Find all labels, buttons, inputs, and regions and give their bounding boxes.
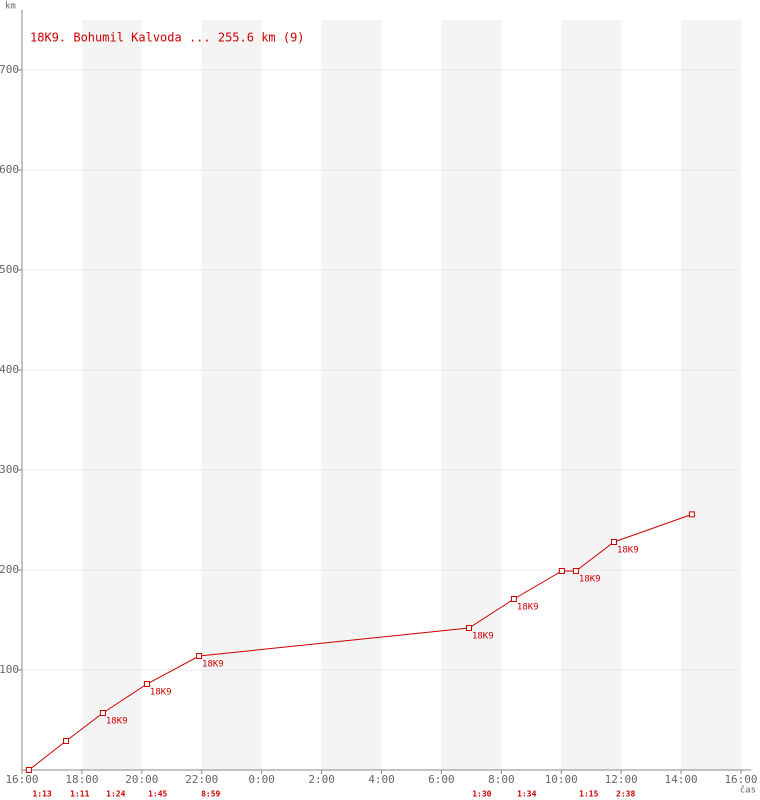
segment-time: 2:38 — [616, 790, 635, 799]
x-tick-label: 8:00 — [488, 773, 515, 786]
segment-time: 1:45 — [148, 790, 167, 799]
x-tick-label: 18:00 — [65, 773, 98, 786]
segment-time: 1:11 — [70, 790, 89, 799]
x-tick-label: 0:00 — [248, 773, 275, 786]
point — [99, 710, 106, 716]
point-label: 18K9 — [517, 603, 539, 613]
x-tick-label: 10:00 — [545, 773, 578, 786]
segment-time: 1:24 — [106, 790, 125, 799]
band — [321, 20, 382, 770]
chart-title: 18K9. Bohumil Kalvoda ... 255.6 km (9) — [30, 31, 305, 45]
y-tick-label: 100 — [0, 663, 19, 676]
y-tick-label: 600 — [0, 163, 19, 176]
y-tick-label: 200 — [0, 563, 19, 576]
point — [510, 596, 517, 602]
y-tick-label: 300 — [0, 463, 19, 476]
y-axis-label: km — [5, 2, 16, 12]
point — [196, 653, 203, 659]
x-tick-label: 16:00 — [5, 773, 38, 786]
point — [558, 568, 565, 574]
band — [561, 20, 622, 770]
segment-time: 1:13 — [32, 790, 51, 799]
y-tick-label: 700 — [0, 63, 19, 76]
point-label: 18K9 — [579, 575, 601, 585]
point — [143, 681, 150, 687]
segment-time: 8:59 — [201, 790, 220, 799]
point-label: 18K9 — [106, 717, 128, 727]
x-axis-label: čas — [740, 785, 756, 796]
segment-time: 1:15 — [579, 790, 598, 799]
y-tick-label: 400 — [0, 363, 19, 376]
point-label: 18K9 — [617, 546, 639, 556]
point — [465, 625, 472, 631]
x-tick-label: 14:00 — [665, 773, 698, 786]
y-tick-label: 500 — [0, 263, 19, 276]
x-tick-label: 6:00 — [428, 773, 455, 786]
point-label: 18K9 — [472, 632, 494, 642]
x-tick-label: 20:00 — [125, 773, 158, 786]
point — [572, 568, 579, 574]
x-tick-label: 12:00 — [605, 773, 638, 786]
point-label: 18K9 — [202, 660, 224, 670]
band — [201, 20, 262, 770]
x-tick-label: 22:00 — [185, 773, 218, 786]
x-tick-label: 4:00 — [368, 773, 395, 786]
point-label: 18K9 — [150, 688, 172, 698]
segment-time: 1:30 — [472, 790, 491, 799]
band — [81, 20, 142, 770]
point — [25, 767, 32, 773]
band — [441, 20, 502, 770]
x-tick-label: 16:00 — [724, 773, 757, 786]
band — [681, 20, 741, 770]
segment-time: 1:34 — [517, 790, 536, 799]
x-tick-label: 2:00 — [308, 773, 335, 786]
point — [688, 511, 695, 518]
point — [610, 539, 617, 545]
point — [63, 738, 70, 744]
